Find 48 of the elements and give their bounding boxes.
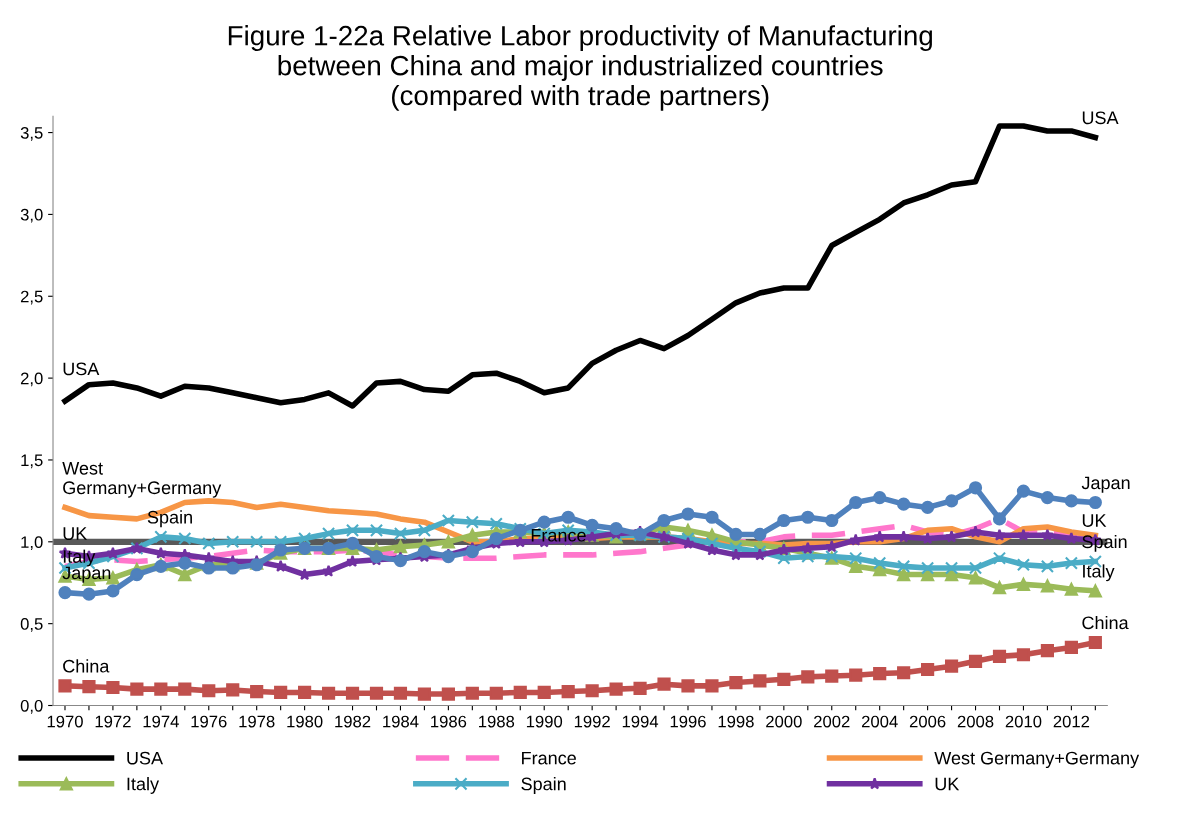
legend-label: Italy <box>127 777 160 794</box>
y-tick-label: 2,5 <box>20 290 43 305</box>
chart-title: Figure 1-22a Relative Labor productivity of Manufacturing between China and major industrialized countries (compared with trade partners) <box>228 25 932 111</box>
annotation: China <box>63 659 110 673</box>
annotation: China <box>1082 615 1129 630</box>
x-tick-label: 2008 <box>957 715 994 728</box>
x-tick-label: 1982 <box>335 715 371 728</box>
x-tick-label: 2010 <box>1005 715 1042 728</box>
annotation: USA <box>63 362 100 376</box>
annotation: Spain <box>1082 534 1127 552</box>
x-tick-label: 1984 <box>383 715 419 728</box>
annotation: UK <box>1082 514 1107 527</box>
x-tick-label: 1998 <box>718 715 754 728</box>
legend-label: France <box>522 751 576 765</box>
x-tick-label: 1996 <box>670 715 706 728</box>
x-tick-label: 2004 <box>861 715 898 728</box>
legend-label: UK <box>935 777 960 791</box>
x-tick-label: 1972 <box>95 715 131 728</box>
x-tick-label: 2006 <box>909 715 946 728</box>
y-tick-label: 3,5 <box>20 126 43 141</box>
y-tick-label: 2,0 <box>20 372 43 387</box>
annotation: Italy <box>1083 564 1115 582</box>
annotation: USA <box>1082 111 1119 125</box>
annotation: West Germany+Germany <box>62 462 222 498</box>
x-tick-label: 1990 <box>526 715 563 728</box>
legend-label: West Germany+Germany <box>934 751 1140 769</box>
x-tick-label: 2000 <box>766 715 802 728</box>
x-tick-label: 1986 <box>431 715 467 728</box>
y-tick-label: 1,0 <box>21 536 43 550</box>
annotation: Spain <box>147 510 192 528</box>
y-tick-label: 0,5 <box>20 618 43 632</box>
legend-label: USA <box>127 751 164 765</box>
x-tick-label: 1978 <box>239 715 275 728</box>
y-tick-label: 1,5 <box>21 454 43 469</box>
annotation: UK <box>63 527 88 540</box>
x-tick-label: 1994 <box>622 715 659 728</box>
x-tick-label: 1976 <box>191 715 227 728</box>
x-tick-label: 2012 <box>1053 715 1090 728</box>
annotation: Japan <box>1081 476 1130 493</box>
legend-label: Spain <box>521 777 566 794</box>
x-tick-label: 2002 <box>814 715 850 728</box>
x-tick-label: 1980 <box>287 715 323 728</box>
x-tick-label: 1992 <box>574 715 610 728</box>
x-tick-label: 1988 <box>479 715 515 728</box>
y-tick-label: 3,0 <box>20 208 43 223</box>
y-tick-label: 0,0 <box>20 699 43 714</box>
x-tick-label: 1974 <box>143 715 179 728</box>
x-tick-label: 1970 <box>47 715 83 728</box>
